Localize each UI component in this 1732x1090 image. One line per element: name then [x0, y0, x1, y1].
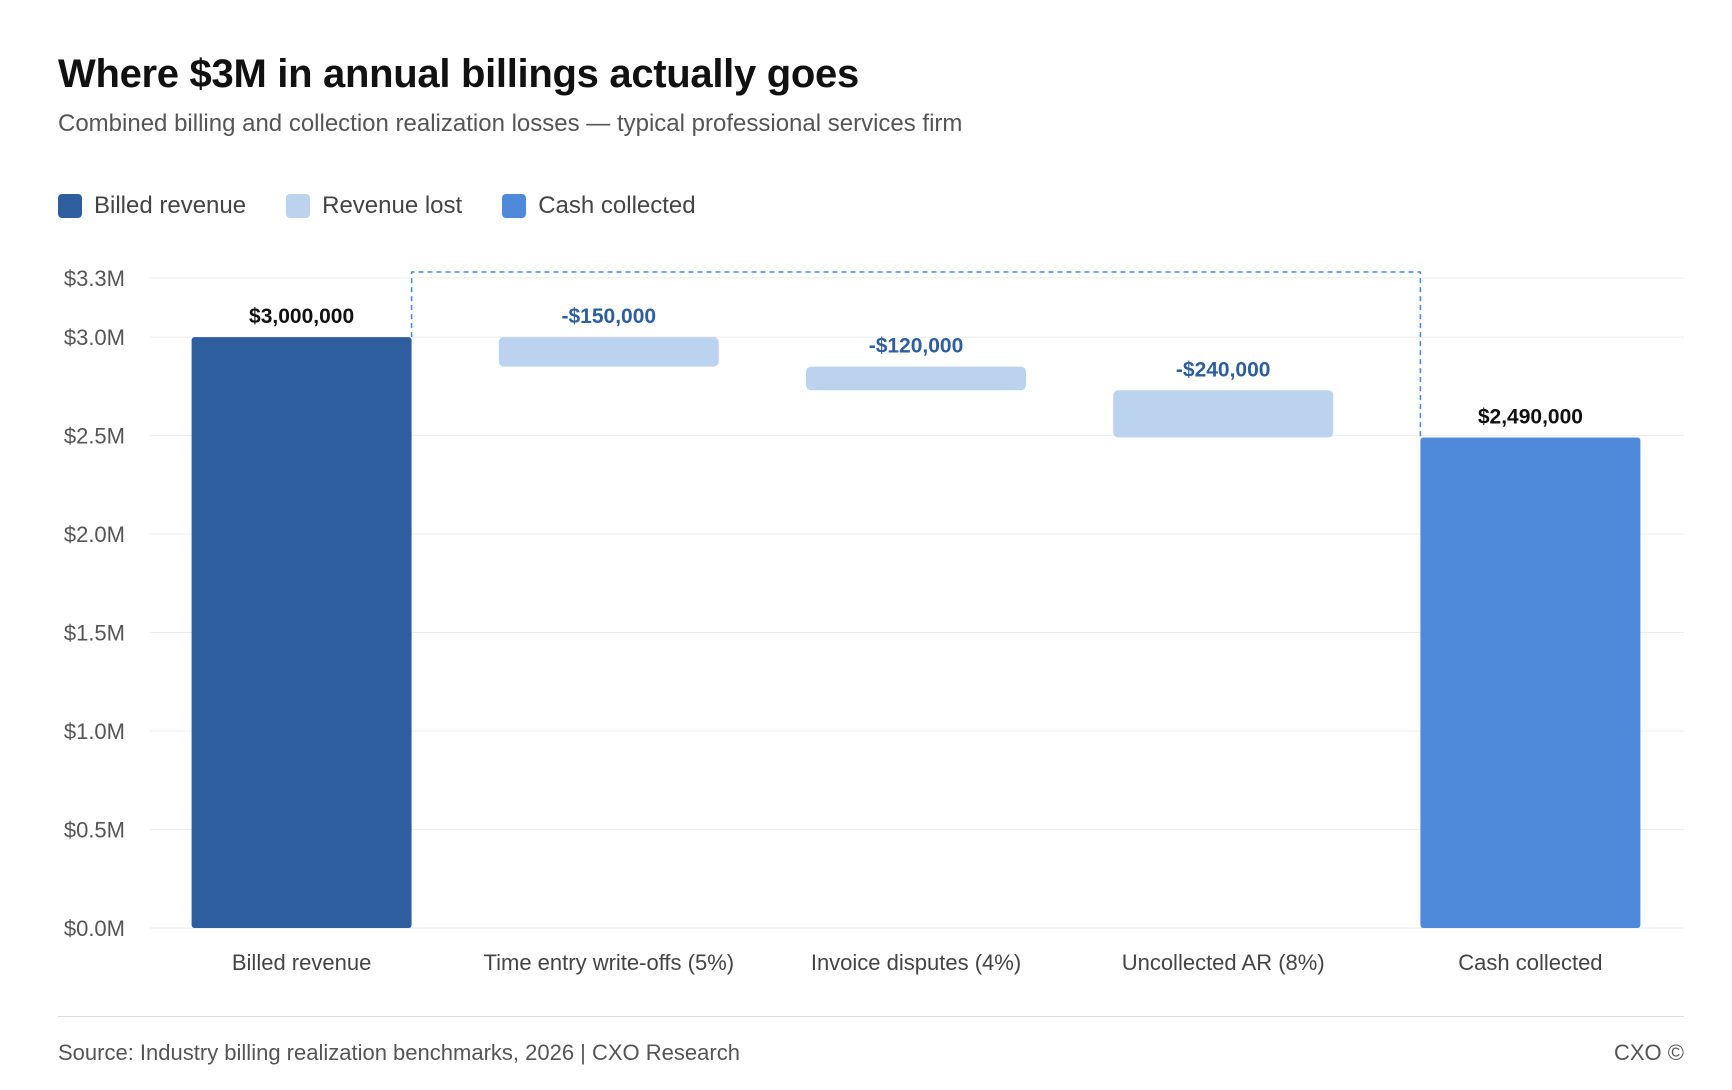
- x-category-label: Invoice disputes (4%): [811, 950, 1021, 975]
- legend: Billed revenue Revenue lost Cash collect…: [58, 192, 736, 220]
- y-tick-label: $1.0M: [64, 719, 125, 744]
- y-tick-label: $0.0M: [64, 916, 125, 941]
- x-category-label: Uncollected AR (8%): [1122, 950, 1325, 975]
- legend-label-billed: Billed revenue: [94, 192, 247, 219]
- x-category-label: Time entry write-offs (5%): [483, 950, 734, 975]
- data-label: -$150,000: [562, 305, 657, 328]
- data-label: $2,490,000: [1478, 406, 1583, 429]
- brand-mark: CXO ©: [1614, 1040, 1684, 1065]
- y-tick-label: $2.0M: [64, 522, 125, 547]
- y-tick-label: $0.5M: [64, 818, 125, 843]
- y-tick-label: $1.5M: [64, 621, 125, 646]
- y-tick-label: $3.0M: [64, 325, 125, 350]
- total-bar: [191, 337, 412, 928]
- x-category-label: Billed revenue: [232, 950, 371, 975]
- legend-label-collected: Cash collected: [538, 192, 696, 219]
- legend-swatch-lost: [286, 194, 311, 218]
- data-label: -$240,000: [1176, 358, 1271, 381]
- loss-bar: [498, 337, 719, 367]
- data-label: -$120,000: [869, 335, 964, 358]
- legend-item-lost: Revenue lost: [286, 192, 462, 220]
- legend-item-collected: Cash collected: [502, 192, 696, 220]
- data-label: $3,000,000: [249, 305, 354, 328]
- legend-item-billed: Billed revenue: [58, 192, 246, 220]
- loss-bar: [1113, 390, 1334, 438]
- chart-title: Where $3M in annual billings actually go…: [58, 52, 859, 96]
- total-bar: [1420, 437, 1641, 928]
- y-tick-label: $2.5M: [64, 424, 125, 449]
- loss-bracket: [410, 271, 1422, 438]
- legend-swatch-billed: [58, 194, 82, 218]
- source-note: Source: Industry billing realization ben…: [58, 1040, 740, 1065]
- legend-swatch-collected: [502, 194, 527, 218]
- waterfall-chart: $0.0M $0.5M $1.0M $1.5M $2.0M $2.5M $3.0M $3.3M…: [64, 266, 1684, 975]
- chart-subtitle: Combined billing and collection realizat…: [58, 110, 963, 137]
- footer-divider: [58, 1016, 1684, 1017]
- loss-bar: [806, 366, 1026, 391]
- x-category-label: Cash collected: [1458, 950, 1602, 975]
- legend-label-lost: Revenue lost: [322, 192, 463, 219]
- y-tick-label: $3.3M: [64, 266, 125, 291]
